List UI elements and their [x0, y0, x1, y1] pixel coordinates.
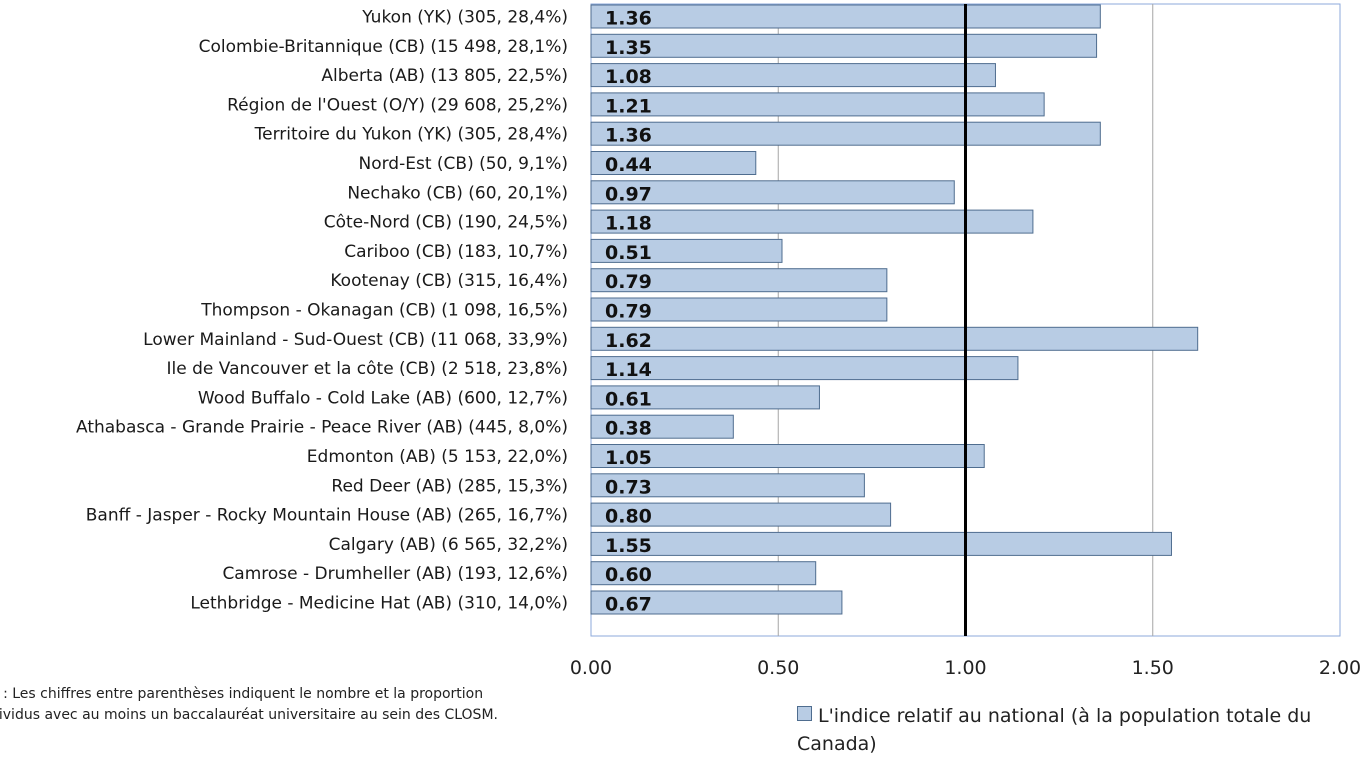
data-label: 1.18	[605, 213, 652, 235]
category-label: Banff - Jasper - Rocky Mountain House (A…	[86, 506, 568, 526]
x-tick-label: 1.50	[1132, 657, 1174, 679]
data-label: 1.21	[605, 95, 652, 117]
bar	[590, 63, 996, 88]
data-label: 0.38	[605, 418, 652, 440]
bar	[590, 326, 1199, 351]
x-tick-label: 1.00	[944, 657, 986, 679]
data-label: 1.35	[605, 37, 652, 59]
data-label: 1.36	[605, 125, 652, 147]
bar	[590, 92, 1045, 117]
data-label: 0.79	[605, 301, 652, 323]
data-label: 1.14	[605, 359, 652, 381]
data-label: 1.62	[605, 330, 652, 352]
x-tick-label: 2.00	[1319, 657, 1361, 679]
category-label: Côte-Nord (CB) (190, 24,5%)	[324, 213, 568, 233]
data-label: 0.80	[605, 506, 652, 528]
data-label: 0.97	[605, 183, 652, 205]
chart-svg: 0.00 0.50 1.00 1.50 2.00 Yukon (YK) (305, 28,…	[76, 3, 1361, 679]
bar	[590, 502, 892, 527]
data-label: 0.79	[605, 271, 652, 293]
legend-label: L'indice relatif au national (à la popul…	[797, 705, 1312, 755]
data-label: 0.44	[605, 154, 652, 176]
x-tick-label: 0.00	[570, 657, 612, 679]
bar	[590, 444, 985, 468]
bar	[590, 180, 955, 205]
category-label: Wood Buffalo - Cold Lake (AB) (600, 12,7…	[198, 388, 568, 408]
bar	[590, 209, 1034, 234]
bar	[590, 356, 1019, 381]
category-label: Lower Mainland - Sud-Ouest (CB) (11 068,…	[143, 330, 568, 350]
category-label: Cariboo (CB) (183, 10,7%)	[344, 242, 568, 262]
category-label: Red Deer (AB) (285, 15,3%)	[331, 476, 568, 496]
category-label: Kootenay (CB) (315, 16,4%)	[330, 271, 568, 291]
category-label: Territoire du Yukon (YK) (305, 28,4%)	[254, 125, 568, 145]
bar	[590, 4, 1101, 29]
bar	[590, 268, 888, 293]
bar	[590, 561, 817, 586]
data-label: 0.51	[605, 242, 652, 264]
data-label: 1.55	[605, 535, 652, 557]
bar	[590, 473, 865, 498]
category-label: Ile de Vancouver et la côte (CB) (2 518,…	[167, 359, 568, 379]
data-label: 0.67	[605, 594, 652, 616]
category-label: Yukon (YK) (305, 28,4%)	[361, 8, 568, 28]
category-label: Thompson - Okanagan (CB) (1 098, 16,5%)	[200, 301, 568, 321]
category-label: Région de l'Ouest (O/Y) (29 608, 25,2%)	[227, 95, 568, 115]
bar	[590, 414, 734, 439]
bar	[590, 297, 888, 322]
bar	[590, 531, 1172, 556]
bar	[590, 151, 757, 175]
category-label: Calgary (AB) (6 565, 32,2%)	[329, 535, 568, 555]
bar	[590, 385, 820, 410]
bar	[590, 590, 843, 615]
legend-swatch	[797, 706, 812, 721]
data-label: 0.60	[605, 564, 652, 586]
x-tick-label: 0.50	[757, 657, 799, 679]
category-label: Camrose - Drumheller (AB) (193, 12,6%)	[222, 564, 568, 584]
category-label: Nechako (CB) (60, 20,1%)	[347, 183, 568, 203]
legend: L'indice relatif au national (à la popul…	[797, 702, 1357, 758]
data-label: 1.05	[605, 447, 652, 469]
category-label: Colombie-Britannique (CB) (15 498, 28,1%…	[199, 37, 568, 57]
category-label: Edmonton (AB) (5 153, 22,0%)	[307, 447, 568, 467]
bar	[590, 121, 1101, 146]
category-label: Nord-Est (CB) (50, 9,1%)	[359, 154, 569, 174]
data-label: 1.08	[605, 66, 652, 88]
data-label: 0.61	[605, 388, 652, 410]
chart-note: e : Les chiffres entre parenthèses indiq…	[0, 686, 498, 723]
data-label: 1.36	[605, 8, 652, 30]
category-label: Alberta (AB) (13 805, 22,5%)	[321, 66, 568, 86]
bar	[590, 238, 783, 263]
category-label: Athabasca - Grande Prairie - Peace River…	[76, 418, 568, 438]
data-label: 0.73	[605, 476, 652, 498]
bar	[590, 33, 1098, 58]
category-label: Lethbridge - Medicine Hat (AB) (310, 14,…	[190, 594, 568, 614]
